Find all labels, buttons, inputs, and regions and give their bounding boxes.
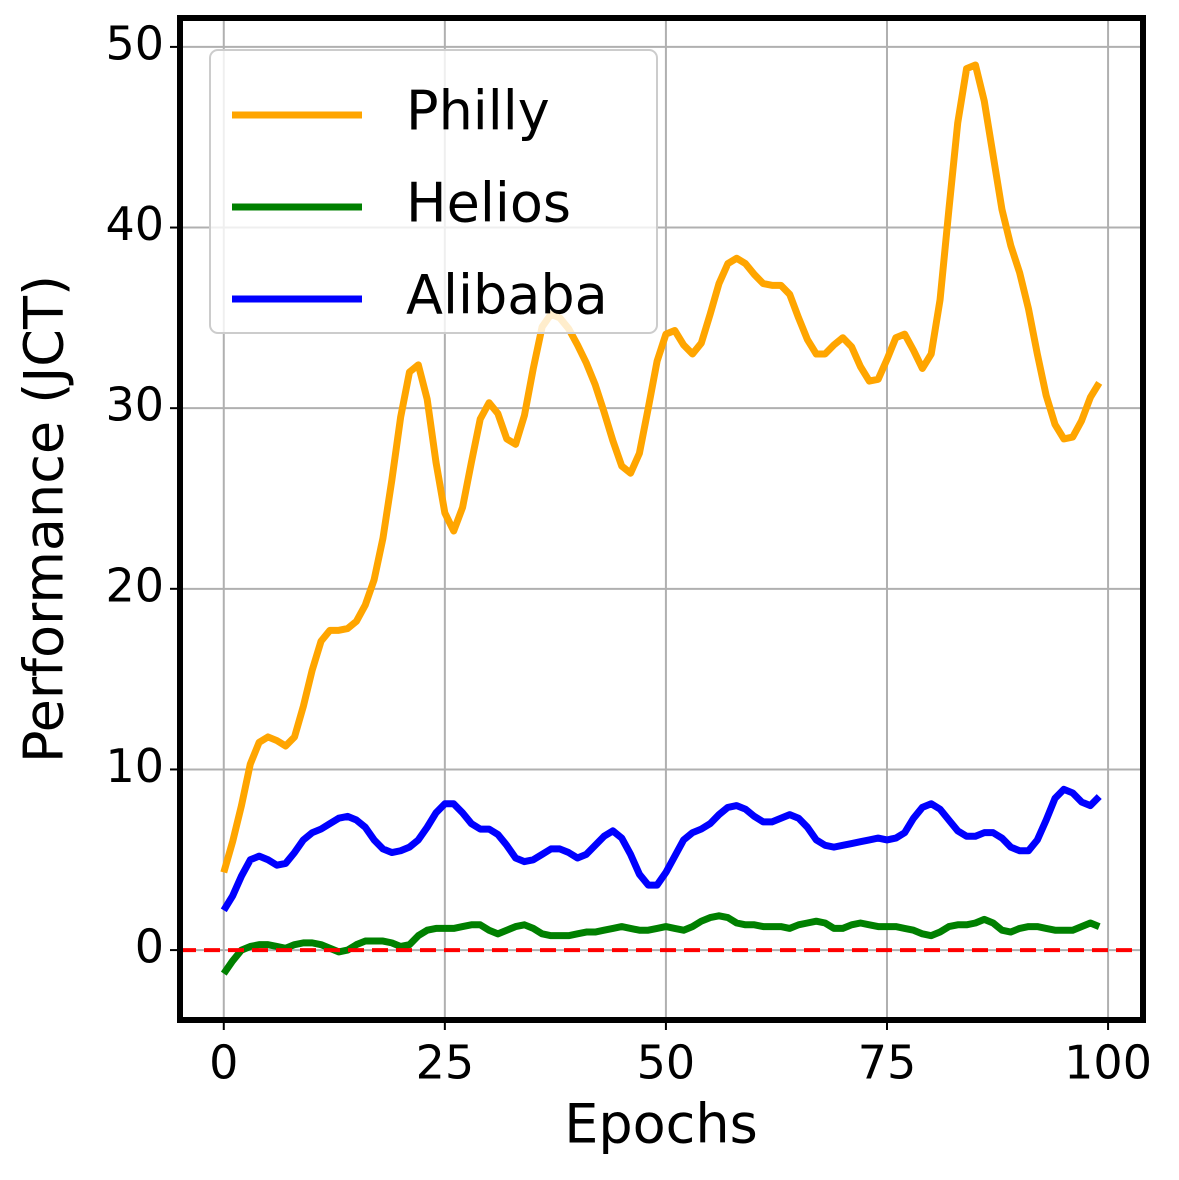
x-tick-label: 0	[209, 1036, 238, 1090]
x-tick-label: 25	[416, 1036, 475, 1090]
y-tick-label: 0	[135, 920, 164, 974]
line	[220, 912, 1101, 976]
legend-label: Helios	[406, 172, 571, 235]
legend-label: Philly	[406, 80, 550, 143]
x-tick-label: 75	[858, 1036, 917, 1090]
y-tick-label: 10	[105, 739, 164, 793]
line	[220, 61, 1103, 874]
y-tick-label: 20	[105, 558, 164, 612]
line	[220, 785, 1102, 913]
y-axis-label: Performance (JCT)	[13, 275, 76, 763]
x-tick-label: 50	[637, 1036, 696, 1090]
y-tick-label: 50	[105, 16, 164, 70]
legend-box	[209, 49, 658, 334]
y-tick-label: 40	[105, 197, 164, 251]
x-tick-label: 100	[1064, 1036, 1152, 1090]
y-tick-label: 30	[105, 378, 164, 432]
plot-frame	[177, 15, 1146, 1023]
x-axis-label: Epochs	[564, 1093, 757, 1156]
legend-label: Alibaba	[406, 264, 608, 327]
